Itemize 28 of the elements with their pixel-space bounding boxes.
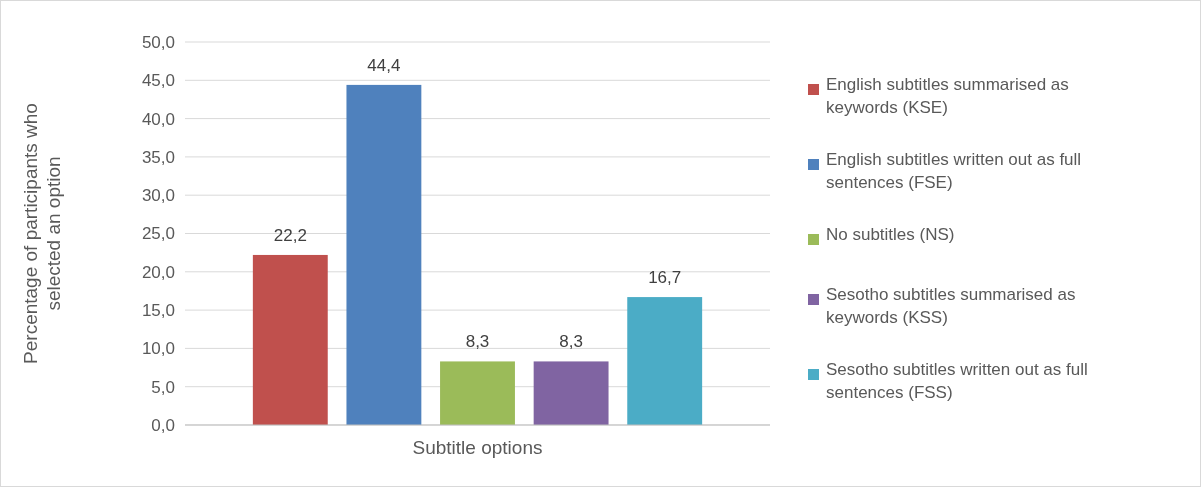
legend-label: English subtitles written out as full sentences (FSE) <box>826 150 1082 192</box>
bar <box>346 84 422 425</box>
data-label: 44,4 <box>367 55 401 75</box>
y-tick-label: 50,0 <box>141 32 175 52</box>
y-tick-label: 45,0 <box>141 71 175 91</box>
y-tick-label: 0,0 <box>151 415 175 435</box>
bar <box>533 361 609 425</box>
y-tick-label: 25,0 <box>141 224 175 244</box>
data-label: 16,7 <box>648 268 682 288</box>
y-tick-label: 20,0 <box>141 262 175 282</box>
y-tick-label: 5,0 <box>151 377 175 397</box>
bar <box>440 361 515 425</box>
y-tick-label: 15,0 <box>141 301 175 321</box>
x-tick-label: Subtitle options <box>412 437 543 458</box>
y-tick-label: 40,0 <box>141 109 175 129</box>
bar <box>252 254 328 425</box>
legend-label: Sesotho subtitles summarised as keywords (KSS) <box>826 285 1076 327</box>
data-label: 8,3 <box>465 332 490 352</box>
y-tick-label: 35,0 <box>141 147 175 167</box>
y-tick-label: 30,0 <box>141 186 175 206</box>
y-tick-label: 10,0 <box>141 339 175 359</box>
y-axis-title: Percentage of participants who selected an option <box>19 103 64 364</box>
legend-label: Sesotho subtitles written out as full sentences (FSS) <box>826 360 1088 402</box>
data-label: 22,2 <box>273 225 307 245</box>
legend-label: No subtitles (NS) <box>826 225 955 244</box>
data-label: 8,3 <box>559 332 583 352</box>
bar <box>627 297 703 425</box>
legend-label: English subtitles summarised as keywords (KSE) <box>826 75 1069 117</box>
